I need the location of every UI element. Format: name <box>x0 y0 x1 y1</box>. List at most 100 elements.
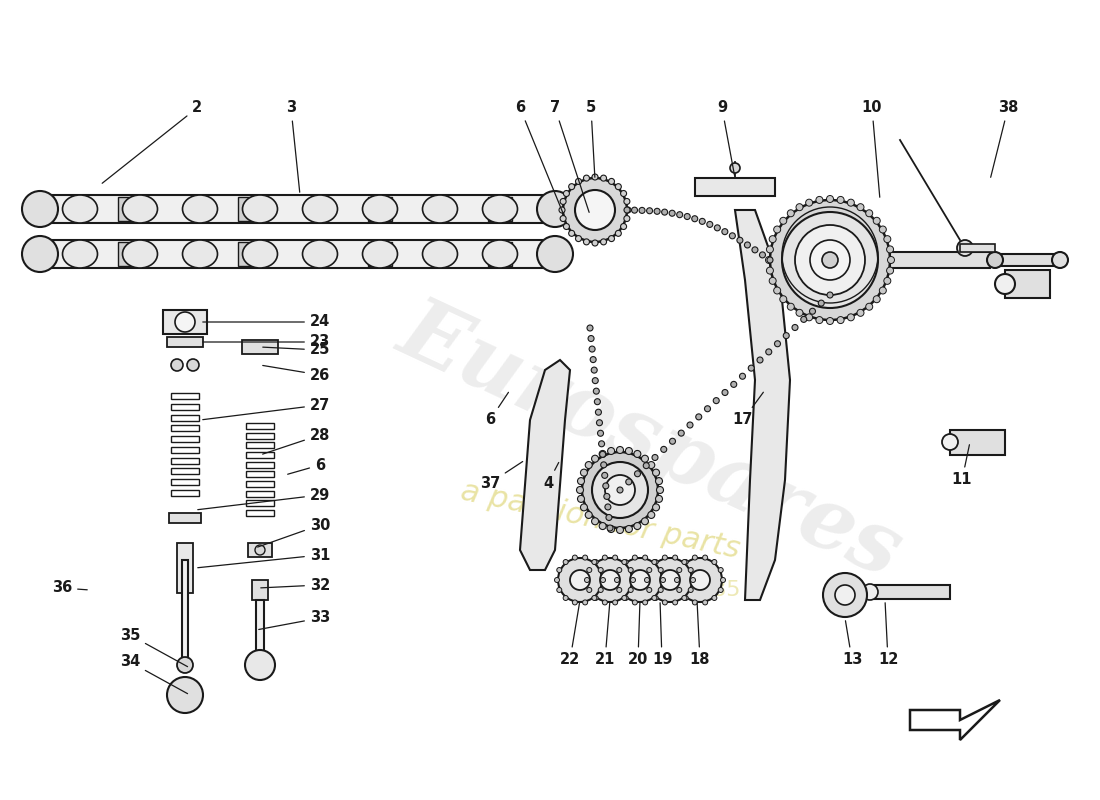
Circle shape <box>810 308 815 314</box>
Bar <box>167 337 204 347</box>
Ellipse shape <box>302 240 338 268</box>
Circle shape <box>766 349 772 355</box>
Circle shape <box>587 325 593 331</box>
Text: 7: 7 <box>550 101 590 212</box>
Text: 22: 22 <box>560 602 580 667</box>
Bar <box>246 433 274 438</box>
Circle shape <box>769 278 777 284</box>
Circle shape <box>773 226 781 233</box>
Circle shape <box>660 570 680 590</box>
Circle shape <box>628 567 634 573</box>
Bar <box>252 580 268 600</box>
Circle shape <box>683 595 689 601</box>
Circle shape <box>557 587 562 593</box>
Text: 13: 13 <box>842 621 862 667</box>
Circle shape <box>592 455 598 462</box>
Circle shape <box>707 222 713 227</box>
Circle shape <box>616 526 624 534</box>
Circle shape <box>695 414 702 420</box>
Circle shape <box>624 595 628 601</box>
Text: 25: 25 <box>263 342 330 358</box>
Ellipse shape <box>363 195 397 223</box>
Text: 21: 21 <box>595 602 615 667</box>
Circle shape <box>678 558 722 602</box>
Circle shape <box>712 559 717 565</box>
Bar <box>950 430 1005 455</box>
Circle shape <box>720 578 726 582</box>
Circle shape <box>617 567 621 573</box>
Circle shape <box>857 204 864 210</box>
Circle shape <box>1052 252 1068 268</box>
Circle shape <box>647 208 652 214</box>
Circle shape <box>672 600 678 605</box>
Circle shape <box>783 333 790 338</box>
Circle shape <box>608 178 615 185</box>
Circle shape <box>773 287 781 294</box>
Circle shape <box>823 573 867 617</box>
Circle shape <box>563 595 569 601</box>
Circle shape <box>635 470 640 477</box>
Circle shape <box>810 240 850 280</box>
Circle shape <box>847 314 855 321</box>
Circle shape <box>674 578 680 582</box>
Circle shape <box>598 587 603 593</box>
Circle shape <box>700 218 705 224</box>
Circle shape <box>669 210 675 216</box>
Ellipse shape <box>63 195 98 223</box>
Circle shape <box>648 511 654 518</box>
Circle shape <box>22 191 58 227</box>
Circle shape <box>662 555 668 560</box>
Text: 20: 20 <box>628 602 648 667</box>
Bar <box>246 490 274 497</box>
Circle shape <box>837 197 844 203</box>
Circle shape <box>656 495 662 502</box>
Bar <box>246 500 274 506</box>
Text: 36: 36 <box>52 581 87 595</box>
Circle shape <box>592 595 597 601</box>
Circle shape <box>631 207 638 213</box>
Circle shape <box>661 209 668 215</box>
Circle shape <box>648 462 654 469</box>
Bar <box>170 393 199 399</box>
Circle shape <box>757 357 763 363</box>
Circle shape <box>625 207 631 213</box>
Circle shape <box>621 559 627 565</box>
Circle shape <box>730 163 740 173</box>
Bar <box>170 458 199 464</box>
Circle shape <box>642 600 648 605</box>
Circle shape <box>586 587 592 593</box>
Ellipse shape <box>302 195 338 223</box>
Circle shape <box>170 359 183 371</box>
Circle shape <box>583 175 590 181</box>
Ellipse shape <box>483 195 517 223</box>
Circle shape <box>626 526 632 533</box>
Circle shape <box>598 567 603 573</box>
Circle shape <box>600 451 606 458</box>
Circle shape <box>595 410 602 415</box>
Bar <box>246 481 274 487</box>
Bar <box>40 240 560 268</box>
Ellipse shape <box>183 195 218 223</box>
Circle shape <box>582 452 658 528</box>
Text: 26: 26 <box>263 366 330 382</box>
Circle shape <box>557 567 562 573</box>
Circle shape <box>766 257 772 263</box>
Bar <box>170 404 199 410</box>
Bar <box>246 442 274 448</box>
Circle shape <box>596 420 603 426</box>
Circle shape <box>605 504 610 510</box>
Ellipse shape <box>183 240 218 268</box>
Circle shape <box>862 584 878 600</box>
Circle shape <box>887 246 893 253</box>
Circle shape <box>245 650 275 680</box>
Text: 11: 11 <box>952 445 972 487</box>
Bar <box>1005 270 1050 298</box>
Circle shape <box>570 570 590 590</box>
Ellipse shape <box>422 240 458 268</box>
Circle shape <box>624 207 630 213</box>
Circle shape <box>591 357 596 362</box>
Circle shape <box>767 246 773 253</box>
Circle shape <box>572 600 578 605</box>
Circle shape <box>759 252 766 258</box>
Text: 29: 29 <box>198 487 330 510</box>
